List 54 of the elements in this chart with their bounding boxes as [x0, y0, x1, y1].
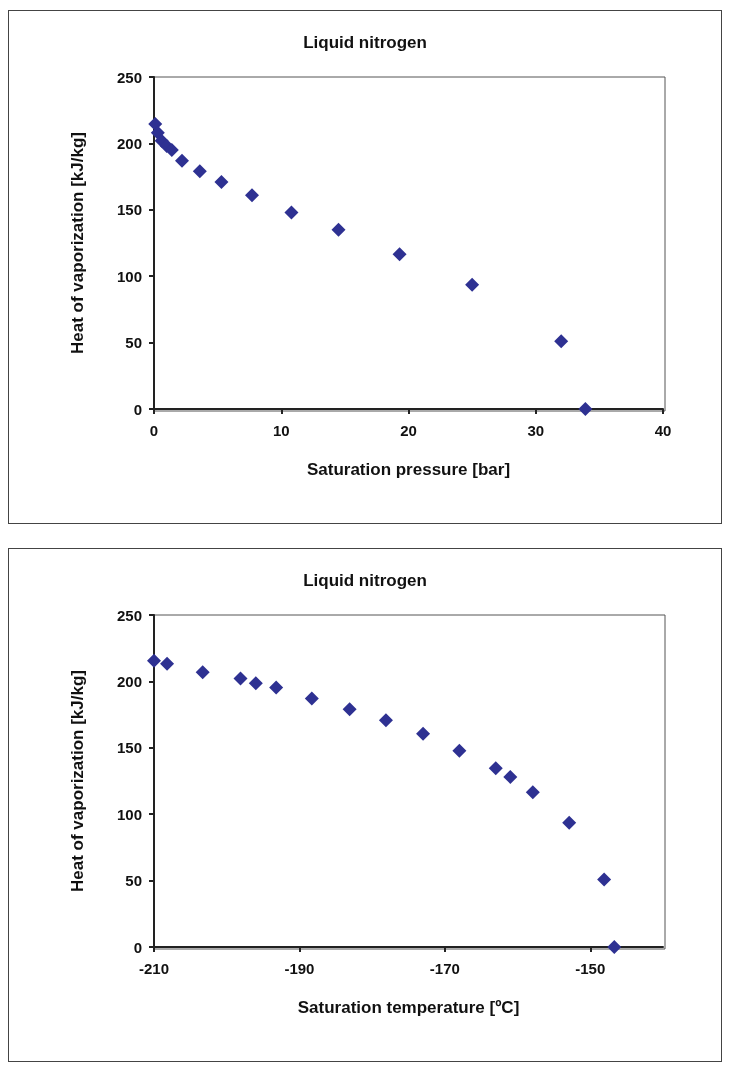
- x-tick-label: 10: [272, 422, 290, 439]
- point: [597, 872, 612, 887]
- point: [488, 761, 503, 776]
- point: [554, 334, 569, 349]
- y-tick-label: 200: [116, 134, 142, 152]
- y-tick-label: 150: [116, 739, 142, 757]
- x-tick-label: 40: [654, 422, 672, 439]
- y-tick-label: 50: [125, 334, 142, 352]
- point: [465, 277, 480, 292]
- point: [452, 743, 467, 758]
- point: [244, 188, 259, 203]
- point: [233, 671, 248, 686]
- y-tick-label: 250: [116, 68, 142, 86]
- point: [607, 940, 622, 954]
- chart-title: Liquid nitrogen: [303, 571, 427, 590]
- point: [392, 247, 407, 262]
- x-axis-title: Saturation temperature [ºC]: [297, 998, 520, 1017]
- y-tick-label: 100: [116, 805, 142, 823]
- point: [331, 222, 346, 237]
- y-axis-title: Heat of vaporization [kJ/kg]: [68, 132, 87, 354]
- point: [248, 676, 263, 691]
- point: [269, 680, 284, 695]
- x-tick-label: -190: [284, 960, 315, 977]
- point: [304, 691, 319, 706]
- point: [378, 713, 393, 728]
- y-tick-label: 100: [116, 267, 142, 285]
- point: [503, 769, 518, 784]
- point: [416, 726, 431, 741]
- y-tick-label: 0: [133, 400, 142, 418]
- point: [174, 153, 189, 168]
- point: [195, 665, 210, 680]
- y-tick-label: 250: [116, 606, 142, 624]
- x-tick-label: -150: [575, 960, 606, 977]
- point: [525, 785, 540, 800]
- point: [578, 402, 593, 416]
- chart-title: Liquid nitrogen: [303, 33, 427, 52]
- point: [147, 653, 161, 668]
- y-tick-label: 0: [133, 938, 142, 956]
- point: [192, 164, 207, 179]
- y-tick-label: 150: [116, 201, 142, 219]
- x-tick-label: -210: [138, 960, 170, 977]
- x-tick-label: 0: [149, 422, 159, 439]
- x-tick-label: 20: [400, 422, 417, 439]
- x-tick-label: -170: [429, 960, 460, 977]
- point: [160, 656, 175, 671]
- y-axis-title: Heat of vaporization [kJ/kg]: [68, 670, 87, 892]
- point: [284, 205, 299, 220]
- x-axis-title: Saturation pressure [bar]: [306, 460, 511, 479]
- y-tick-label: 200: [116, 672, 142, 690]
- x-tick-label: 30: [527, 422, 545, 439]
- point: [342, 702, 357, 717]
- point: [562, 815, 577, 830]
- y-tick-label: 50: [125, 872, 142, 890]
- point: [214, 174, 229, 189]
